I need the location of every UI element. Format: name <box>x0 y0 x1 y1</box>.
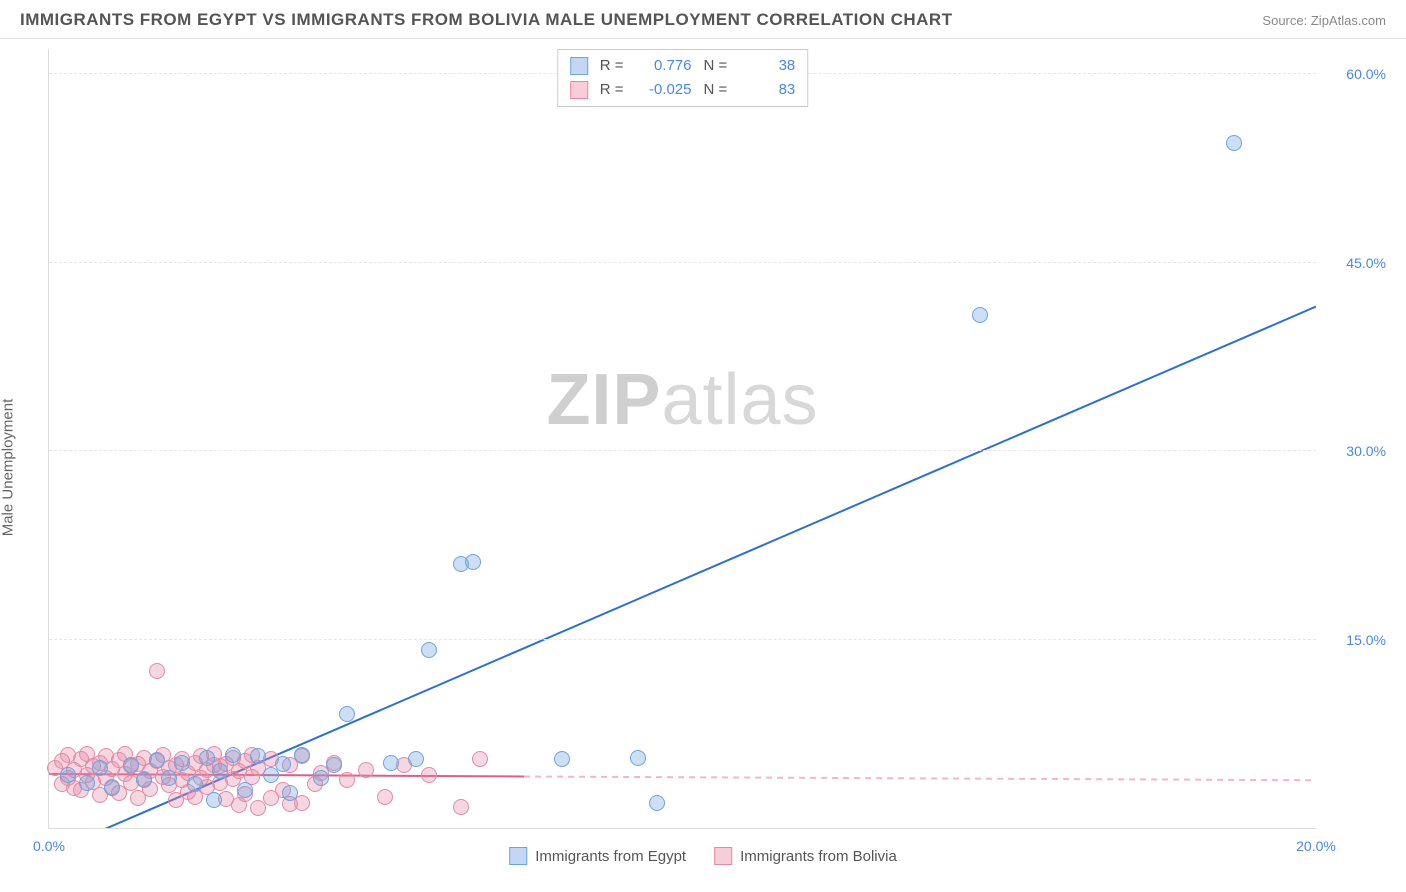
point-egypt <box>225 747 241 763</box>
swatch-egypt-icon <box>509 847 527 865</box>
point-egypt <box>79 775 95 791</box>
point-egypt <box>187 776 203 792</box>
n-label: N = <box>704 78 728 102</box>
legend-stats-row-egypt: R = 0.776 N = 38 <box>570 54 796 78</box>
source-label: Source: <box>1262 13 1307 28</box>
point-egypt <box>60 767 76 783</box>
n-label: N = <box>704 54 728 78</box>
r-label: R = <box>600 54 624 78</box>
grid-line <box>49 450 1316 451</box>
point-egypt <box>326 757 342 773</box>
point-egypt <box>123 757 139 773</box>
point-bolivia <box>377 789 393 805</box>
r-label: R = <box>600 78 624 102</box>
point-egypt <box>294 747 310 763</box>
point-bolivia <box>421 767 437 783</box>
title-bar: IMMIGRANTS FROM EGYPT VS IMMIGRANTS FROM… <box>0 0 1406 39</box>
legend-stats: R = 0.776 N = 38 R = -0.025 N = 83 <box>557 49 809 107</box>
point-egypt <box>199 750 215 766</box>
r-value-bolivia: -0.025 <box>636 78 692 102</box>
point-egypt <box>237 782 253 798</box>
grid-line <box>49 639 1316 640</box>
swatch-bolivia-icon <box>570 81 588 99</box>
legend-label-egypt: Immigrants from Egypt <box>535 848 686 865</box>
point-egypt <box>174 755 190 771</box>
point-bolivia <box>294 795 310 811</box>
ytick-label: 30.0% <box>1346 443 1386 459</box>
n-value-egypt: 38 <box>739 54 795 78</box>
point-egypt <box>149 752 165 768</box>
point-egypt <box>972 307 988 323</box>
point-egypt <box>1226 135 1242 151</box>
legend-label-bolivia: Immigrants from Bolivia <box>740 848 897 865</box>
point-egypt <box>104 780 120 796</box>
point-bolivia <box>339 772 355 788</box>
point-egypt <box>250 748 266 764</box>
watermark-zip: ZIP <box>546 360 661 440</box>
point-egypt <box>554 751 570 767</box>
swatch-egypt-icon <box>570 57 588 75</box>
watermark-atlas: atlas <box>661 360 818 440</box>
point-egypt <box>275 756 291 772</box>
r-value-egypt: 0.776 <box>636 54 692 78</box>
chart-area: Male Unemployment ZIPatlas R = 0.776 N =… <box>0 39 1406 879</box>
point-bolivia <box>358 762 374 778</box>
point-bolivia <box>472 751 488 767</box>
point-egypt <box>630 750 646 766</box>
ytick-label: 45.0% <box>1346 255 1386 271</box>
point-egypt <box>339 706 355 722</box>
point-egypt <box>263 767 279 783</box>
point-egypt <box>212 763 228 779</box>
legend-item-bolivia: Immigrants from Bolivia <box>714 847 897 865</box>
plot-region: ZIPatlas R = 0.776 N = 38 R = -0.025 N =… <box>48 49 1316 829</box>
point-egypt <box>465 554 481 570</box>
watermark: ZIPatlas <box>546 359 818 441</box>
point-egypt <box>383 755 399 771</box>
point-egypt <box>408 751 424 767</box>
grid-line <box>49 262 1316 263</box>
legend-series: Immigrants from Egypt Immigrants from Bo… <box>509 847 897 865</box>
trend-lines <box>49 49 1316 828</box>
n-value-bolivia: 83 <box>739 78 795 102</box>
point-egypt <box>161 770 177 786</box>
point-egypt <box>206 792 222 808</box>
point-bolivia <box>149 663 165 679</box>
point-egypt <box>313 770 329 786</box>
y-axis-label: Male Unemployment <box>0 399 17 537</box>
legend-item-egypt: Immigrants from Egypt <box>509 847 686 865</box>
swatch-bolivia-icon <box>714 847 732 865</box>
point-egypt <box>136 772 152 788</box>
point-egypt <box>92 760 108 776</box>
xtick-label: 20.0% <box>1296 838 1336 854</box>
point-egypt <box>421 642 437 658</box>
point-egypt <box>282 785 298 801</box>
legend-stats-row-bolivia: R = -0.025 N = 83 <box>570 78 796 102</box>
xtick-label: 0.0% <box>33 838 65 854</box>
source-name: ZipAtlas.com <box>1311 13 1386 28</box>
ytick-label: 60.0% <box>1346 66 1386 82</box>
point-bolivia <box>453 799 469 815</box>
chart-title: IMMIGRANTS FROM EGYPT VS IMMIGRANTS FROM… <box>20 10 953 30</box>
point-egypt <box>649 795 665 811</box>
source: Source: ZipAtlas.com <box>1262 13 1386 28</box>
ytick-label: 15.0% <box>1346 632 1386 648</box>
